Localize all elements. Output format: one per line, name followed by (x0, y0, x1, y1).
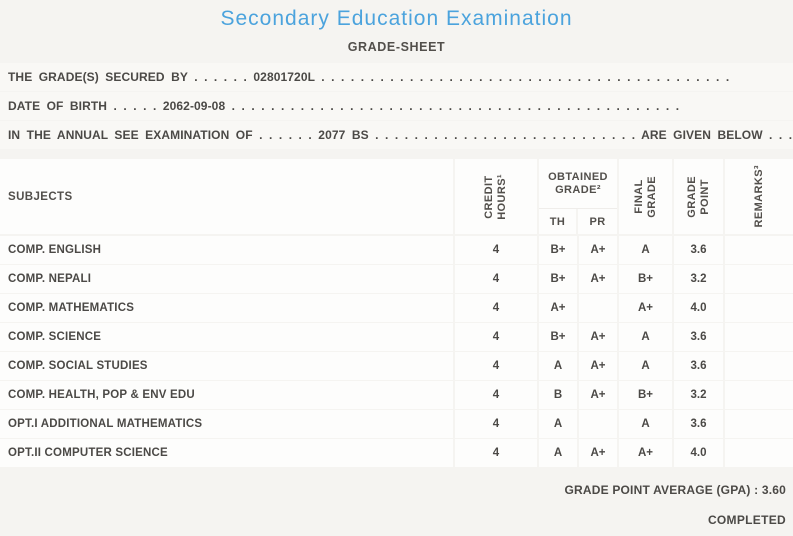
info-line-grades-secured-by: THE GRADE(S) SECURED BY . . . . . . 0280… (0, 63, 793, 91)
grade-point-cell: 3.2 (674, 265, 723, 293)
pr-grade-cell: A+ (579, 265, 617, 293)
subject-cell: COMP. ENGLISH (0, 236, 453, 264)
pr-grade-cell: A+ (579, 439, 617, 467)
column-header-remarks-label: REMARKS³ (752, 165, 765, 228)
table-row: COMP. MATHEMATICS 4 A+ A+ 4.0 (0, 294, 793, 322)
credit-hours-cell: 4 (455, 381, 537, 409)
credit-hours-cell: 4 (455, 265, 537, 293)
final-grade-cell: A (619, 410, 672, 438)
grade-point-cell: 3.6 (674, 323, 723, 351)
column-header-final-grade: FINAL GRADE (619, 159, 672, 234)
footer-section: GRADE POINT AVERAGE (GPA) : 3.60 COMPLET… (0, 483, 793, 527)
remarks-cell (725, 410, 793, 438)
page-title: Secondary Education Examination (220, 7, 573, 30)
th-grade-cell: B+ (539, 236, 577, 264)
final-grade-cell: A (619, 323, 672, 351)
subject-cell: COMP. HEALTH, POP & ENV EDU (0, 381, 453, 409)
info-line-date-of-birth: DATE OF BIRTH . . . . . 2062-09-08 . . .… (0, 92, 793, 120)
credit-hours-cell: 4 (455, 294, 537, 322)
th-grade-cell: A (539, 352, 577, 380)
final-grade-cell: B+ (619, 381, 672, 409)
credit-hours-cell: 4 (455, 236, 537, 264)
th-grade-cell: A+ (539, 294, 577, 322)
final-grade-cell: B+ (619, 265, 672, 293)
remarks-cell (725, 381, 793, 409)
th-grade-cell: B+ (539, 323, 577, 351)
table-header: SUBJECTS CREDIT HOURS¹ OBTAINED GRADE² T… (0, 159, 793, 234)
pr-grade-cell: A+ (579, 323, 617, 351)
grade-table: SUBJECTS CREDIT HOURS¹ OBTAINED GRADE² T… (0, 159, 793, 467)
th-grade-cell: B+ (539, 265, 577, 293)
final-grade-cell: A+ (619, 439, 672, 467)
grade-point-cell: 4.0 (674, 294, 723, 322)
column-header-th: TH (539, 209, 578, 234)
column-header-credit-hours: CREDIT HOURS¹ (455, 159, 537, 234)
grade-point-cell: 3.2 (674, 381, 723, 409)
remarks-cell (725, 294, 793, 322)
subject-cell: COMP. MATHEMATICS (0, 294, 453, 322)
pr-grade-cell: A+ (579, 236, 617, 264)
th-grade-cell: B (539, 381, 577, 409)
table-row: COMP. SOCIAL STUDIES 4 A A+ A 3.6 (0, 352, 793, 380)
table-row: OPT.I ADDITIONAL MATHEMATICS 4 A A 3.6 (0, 410, 793, 438)
credit-hours-cell: 4 (455, 410, 537, 438)
column-header-remarks: REMARKS³ (725, 159, 793, 234)
grade-point-cell: 3.6 (674, 410, 723, 438)
subject-cell: COMP. NEPALI (0, 265, 453, 293)
grade-point-cell: 3.6 (674, 352, 723, 380)
subject-cell: COMP. SCIENCE (0, 323, 453, 351)
table-row: COMP. ENGLISH 4 B+ A+ A 3.6 (0, 236, 793, 264)
column-header-obtained-grade: OBTAINED GRADE² TH PR (539, 159, 617, 234)
pr-grade-cell: A+ (579, 381, 617, 409)
table-row: COMP. NEPALI 4 B+ A+ B+ 3.2 (0, 265, 793, 293)
info-line-examination: IN THE ANNUAL SEE EXAMINATION OF . . . .… (0, 121, 793, 149)
pr-grade-cell (579, 410, 617, 438)
credit-hours-cell: 4 (455, 352, 537, 380)
remarks-cell (725, 439, 793, 467)
column-header-credit-hours-label: CREDIT HOURS¹ (483, 173, 508, 220)
credit-hours-cell: 4 (455, 323, 537, 351)
remarks-cell (725, 352, 793, 380)
table-row: OPT.II COMPUTER SCIENCE 4 A A+ A+ 4.0 (0, 439, 793, 467)
remarks-cell (725, 236, 793, 264)
column-header-final-grade-label: FINAL GRADE (632, 175, 658, 218)
remarks-cell (725, 323, 793, 351)
completion-status: COMPLETED (707, 513, 786, 527)
pr-grade-cell: A+ (579, 352, 617, 380)
subject-cell: OPT.I ADDITIONAL MATHEMATICS (0, 410, 453, 438)
table-row: COMP. SCIENCE 4 B+ A+ A 3.6 (0, 323, 793, 351)
grade-point-cell: 4.0 (674, 439, 723, 467)
credit-hours-cell: 4 (455, 439, 537, 467)
final-grade-cell: A (619, 236, 672, 264)
th-grade-cell: A (539, 439, 577, 467)
grade-sheet-subtitle: GRADE-SHEET (347, 40, 446, 54)
column-header-subjects: SUBJECTS (0, 159, 453, 234)
final-grade-cell: A+ (619, 294, 672, 322)
subject-cell: OPT.II COMPUTER SCIENCE (0, 439, 453, 467)
subject-cell: COMP. SOCIAL STUDIES (0, 352, 453, 380)
pr-grade-cell (579, 294, 617, 322)
final-grade-cell: A (619, 352, 672, 380)
grade-point-cell: 3.6 (674, 236, 723, 264)
column-header-grade-point: GRADE POINT (674, 159, 723, 234)
remarks-cell (725, 265, 793, 293)
obtained-grade-subcolumns: TH PR (539, 209, 617, 234)
column-header-grade-point-label: GRADE POINT (685, 175, 711, 218)
gpa-summary: GRADE POINT AVERAGE (GPA) : 3.60 (564, 483, 786, 497)
th-grade-cell: A (539, 410, 577, 438)
column-header-pr: PR (589, 215, 606, 228)
info-section: THE GRADE(S) SECURED BY . . . . . . 0280… (0, 63, 793, 149)
table-row: COMP. HEALTH, POP & ENV EDU 4 B A+ B+ 3.… (0, 381, 793, 409)
column-header-obtained-grade-label: OBTAINED GRADE² (539, 159, 617, 209)
